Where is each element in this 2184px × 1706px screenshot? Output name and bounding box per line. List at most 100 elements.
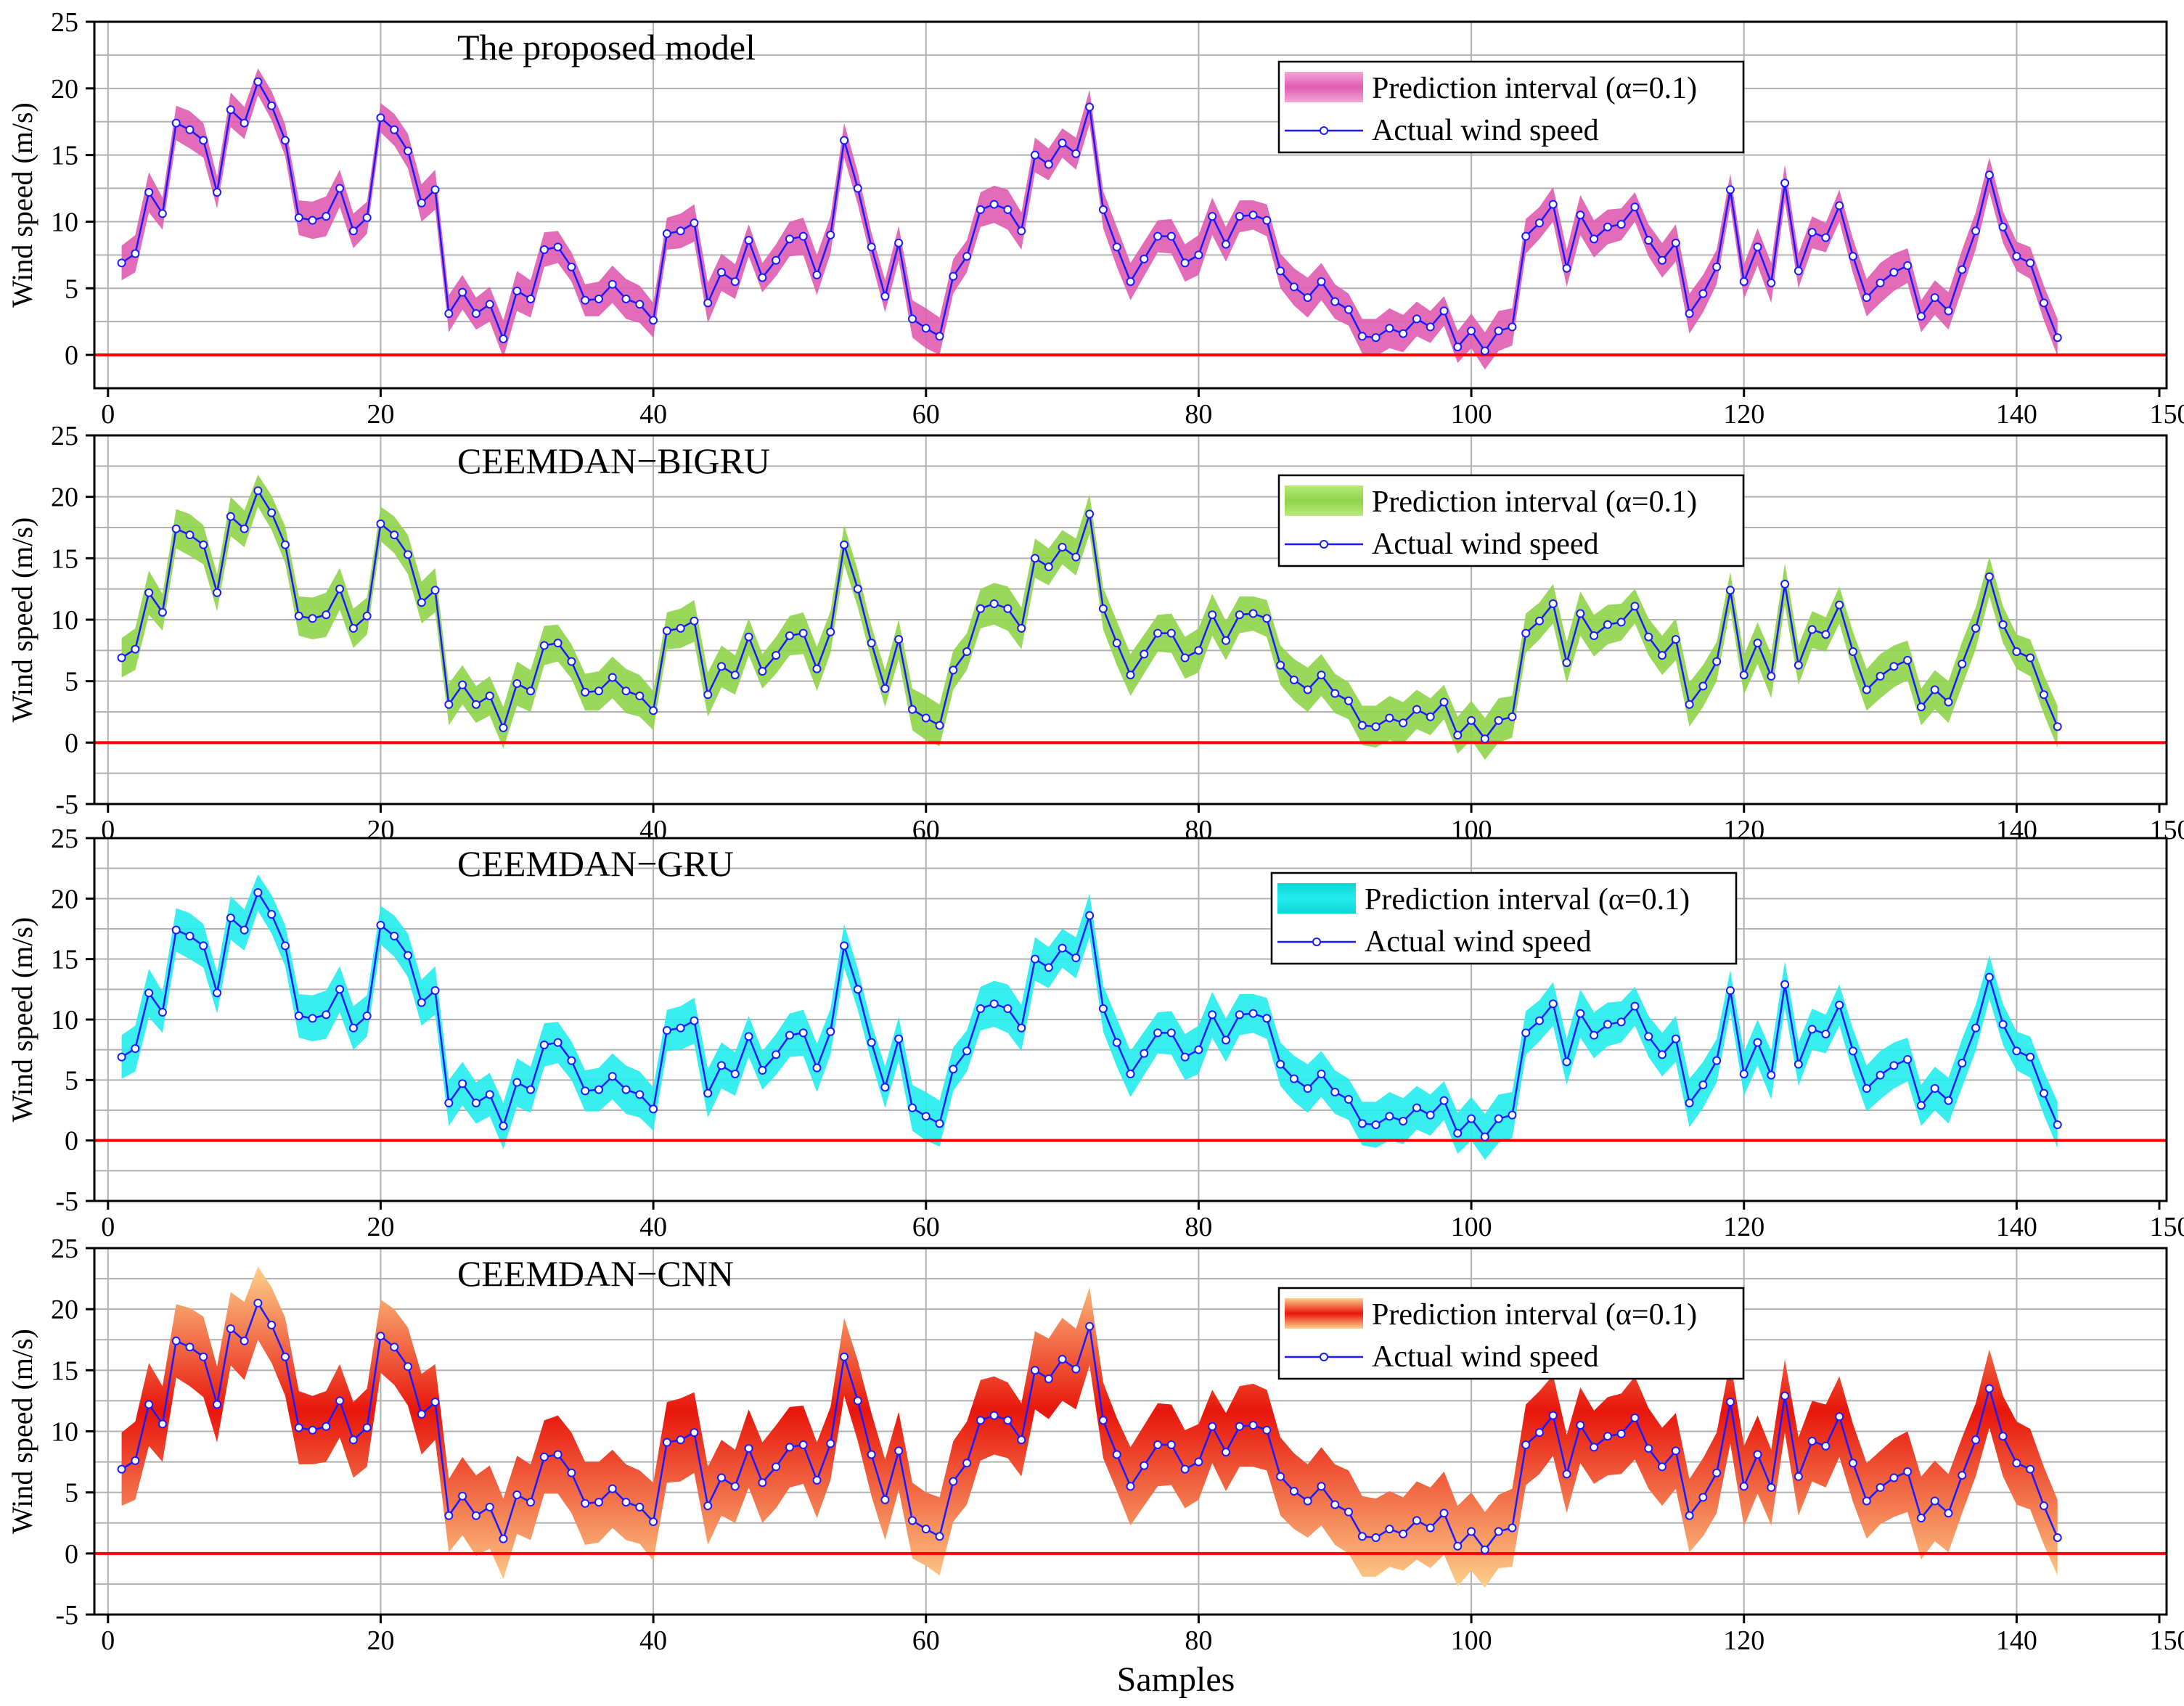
actual-wind-speed-point: [1098, 205, 1108, 214]
actual-wind-speed-point: [1889, 1473, 1899, 1483]
x-tick-label: 0: [101, 1212, 115, 1242]
actual-wind-speed-point: [744, 1444, 753, 1453]
actual-wind-speed-point: [1958, 1471, 1967, 1480]
legend-interval-swatch: [1285, 485, 1363, 516]
actual-wind-speed-point: [404, 1362, 413, 1371]
actual-wind-speed-point: [199, 136, 208, 145]
actual-wind-speed-point: [1548, 1411, 1558, 1420]
actual-wind-speed-point: [376, 519, 385, 528]
actual-wind-speed-point: [662, 1026, 671, 1035]
actual-wind-speed-point: [1603, 620, 1612, 629]
actual-wind-speed-point: [1835, 1412, 1844, 1422]
actual-wind-speed-point: [621, 686, 631, 696]
actual-wind-speed-point: [1153, 1440, 1163, 1450]
x-tick-label: 140: [1996, 1625, 2037, 1656]
actual-wind-speed-point: [1371, 722, 1381, 731]
actual-wind-speed-point: [1658, 1462, 1667, 1472]
actual-wind-speed-point: [1807, 1025, 1817, 1034]
actual-wind-speed-point: [1821, 233, 1831, 242]
actual-wind-speed-point: [1616, 220, 1626, 229]
actual-wind-speed-point: [826, 1027, 835, 1036]
actual-wind-speed-point: [1494, 327, 1503, 336]
actual-wind-speed-point: [1357, 1119, 1367, 1128]
actual-wind-speed-point: [1508, 322, 1517, 332]
actual-wind-speed-point: [1031, 554, 1040, 563]
actual-wind-speed-point: [894, 635, 904, 644]
actual-wind-speed-point: [417, 998, 426, 1007]
actual-wind-speed-point: [608, 673, 617, 682]
actual-wind-speed-point: [1685, 309, 1694, 319]
actual-wind-speed-point: [649, 1104, 658, 1114]
actual-wind-speed-point: [1494, 1527, 1503, 1536]
y-tick-label: 25: [51, 1234, 78, 1264]
actual-wind-speed-point: [1357, 332, 1367, 341]
actual-wind-speed-point: [1644, 236, 1653, 245]
actual-wind-speed-point: [1753, 1038, 1762, 1047]
actual-wind-speed-point: [185, 932, 195, 940]
x-tick-label: 40: [639, 399, 667, 430]
actual-wind-speed-point: [1235, 1422, 1244, 1431]
actual-wind-speed-point: [921, 324, 931, 333]
actual-wind-speed-point: [976, 205, 985, 214]
actual-wind-speed-point: [512, 1490, 522, 1500]
actual-wind-speed-point: [826, 627, 835, 636]
actual-wind-speed-point: [1426, 1110, 1435, 1120]
actual-wind-speed-point: [1958, 1059, 1967, 1067]
actual-wind-speed-point: [390, 932, 399, 940]
actual-wind-speed-point: [608, 279, 617, 289]
actual-wind-speed-point: [1944, 306, 1953, 316]
x-tick-label: 40: [639, 1625, 667, 1656]
actual-wind-speed-point: [1166, 1028, 1176, 1038]
actual-wind-speed-point: [1330, 689, 1340, 698]
actual-wind-speed-point: [226, 512, 235, 521]
actual-wind-speed-point: [526, 294, 536, 303]
actual-wind-speed-point: [1140, 1049, 1149, 1058]
actual-wind-speed-point: [430, 986, 440, 995]
actual-wind-speed-point: [404, 951, 413, 960]
actual-wind-speed-point: [144, 988, 154, 998]
actual-wind-speed-point: [1235, 212, 1244, 221]
actual-wind-speed-point: [1876, 1483, 1885, 1492]
y-tick-label: -5: [55, 1600, 78, 1631]
y-tick-label: 25: [51, 421, 78, 451]
actual-wind-speed-point: [608, 1484, 617, 1493]
actual-wind-speed-point: [362, 213, 372, 222]
actual-wind-speed-point: [1180, 653, 1190, 663]
actual-wind-speed-point: [758, 667, 767, 676]
actual-wind-speed-point: [1453, 1541, 1463, 1551]
actual-wind-speed-point: [1767, 278, 1776, 287]
legend-interval-swatch: [1285, 1298, 1363, 1329]
actual-wind-speed-point: [1685, 1511, 1694, 1520]
actual-wind-speed-point: [444, 700, 454, 709]
actual-wind-speed-point: [1521, 1028, 1531, 1038]
actual-wind-speed-point: [294, 1423, 303, 1432]
actual-wind-speed-point: [1439, 306, 1449, 316]
actual-wind-speed-point: [267, 1321, 277, 1330]
actual-wind-speed-point: [976, 604, 985, 613]
actual-wind-speed-point: [1807, 625, 1817, 634]
actual-wind-speed-point: [1753, 639, 1762, 648]
actual-wind-speed-point: [1725, 1398, 1735, 1407]
actual-wind-speed-point: [1521, 1440, 1531, 1450]
actual-wind-speed-point: [1221, 239, 1230, 249]
actual-wind-speed-point: [1439, 697, 1449, 707]
actual-wind-speed-point: [730, 670, 740, 680]
actual-wind-speed-point: [785, 1443, 794, 1452]
y-tick-label: -5: [55, 790, 78, 820]
y-tick-label: 25: [51, 824, 78, 854]
actual-wind-speed-point: [458, 1491, 467, 1501]
actual-wind-speed-point: [1698, 289, 1708, 298]
actual-wind-speed-point: [2012, 1046, 2021, 1056]
actual-wind-speed-point: [335, 184, 345, 193]
actual-wind-speed-point: [662, 229, 671, 238]
panel-title: CEEMDAN−BIGRU: [457, 440, 770, 481]
actual-wind-speed-point: [158, 209, 167, 218]
actual-wind-speed-point: [949, 271, 958, 281]
y-tick-label: 25: [51, 7, 78, 38]
actual-wind-speed-point: [240, 524, 249, 533]
actual-wind-speed-point: [1916, 1514, 1926, 1523]
actual-wind-speed-point: [458, 287, 467, 297]
actual-wind-speed-point: [1521, 231, 1531, 241]
actual-wind-speed-point: [294, 213, 303, 222]
actual-wind-speed-point: [2039, 298, 2048, 308]
